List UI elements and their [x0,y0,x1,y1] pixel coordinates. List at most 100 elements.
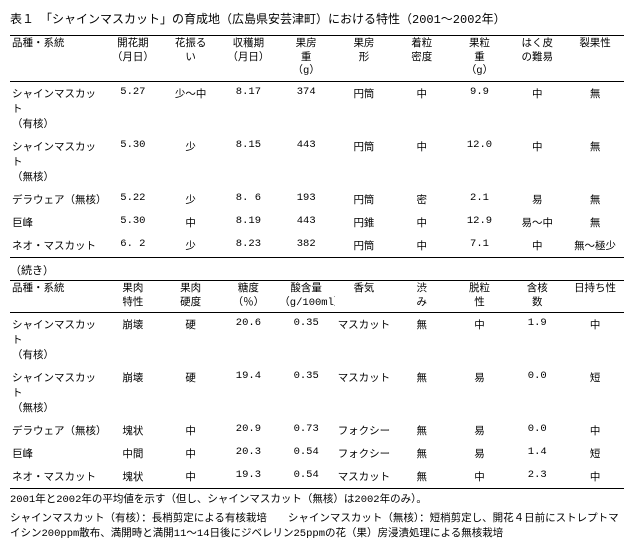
cell: 2.1 [451,188,509,211]
cell: 20.6 [220,313,278,367]
column-header: 裂果性 [566,36,624,82]
cell: 1.4 [508,442,566,465]
cell: 20.9 [220,419,278,442]
cell: 無 [566,135,624,188]
cell: 硬 [162,366,220,419]
variety-name: 巨峰 [10,442,104,465]
cell: 443 [277,135,335,188]
column-header: 果粒重（g） [451,36,509,82]
characteristics-table-1: 品種・系統開花期（月日）花振るい収穫期（月日）果房重（g）果房形着粒密度果粒重（… [10,35,624,258]
cell: 19.4 [220,366,278,419]
cell: 無～極少 [566,234,624,258]
cell: フォクシー [335,419,393,442]
cell: 0.54 [277,465,335,489]
cell: 中 [508,81,566,135]
cell: 5.27 [104,81,162,135]
cell: 易 [451,419,509,442]
cell: 無 [566,81,624,135]
cell: 中 [393,234,451,258]
cell: 少～中 [162,81,220,135]
cell: 19.3 [220,465,278,489]
cell: 8.19 [220,211,278,234]
cell: 中 [162,465,220,489]
cell: 0.0 [508,366,566,419]
cell: 382 [277,234,335,258]
cell: 崩壊 [104,366,162,419]
cell: 中 [508,135,566,188]
cell: 0.0 [508,419,566,442]
table-row: ネオ・マスカット塊状中19.30.54マスカット無中2.3中 [10,465,624,489]
cell: 443 [277,211,335,234]
column-header: 酸含量（g/100ml） [277,280,335,312]
column-header: 着粒密度 [393,36,451,82]
cell: 無 [393,366,451,419]
cell: 193 [277,188,335,211]
cell: 円筒 [335,234,393,258]
cell: 易 [451,366,509,419]
cell: 密 [393,188,451,211]
cell: 硬 [162,313,220,367]
column-header: 脱粒性 [451,280,509,312]
column-header: 花振るい [162,36,220,82]
column-header: 果房形 [335,36,393,82]
cell: 中 [162,442,220,465]
cell: 易 [508,188,566,211]
column-header: 品種・系統 [10,280,104,312]
cell: 0.54 [277,442,335,465]
cell: 円筒 [335,81,393,135]
cell: 374 [277,81,335,135]
cell: 少 [162,188,220,211]
cell: 短 [566,366,624,419]
cell: マスカット [335,313,393,367]
table-row: シャインマスカット（有核）崩壊硬20.60.35マスカット無中1.9中 [10,313,624,367]
cell: 中 [566,465,624,489]
cell: 20.3 [220,442,278,465]
table-row: 巨峰中間中20.30.54フォクシー無易1.4短 [10,442,624,465]
cell: 中間 [104,442,162,465]
table-row: デラウェア（無核）5.22少8. 6193円筒密2.1易無 [10,188,624,211]
cell: 8.17 [220,81,278,135]
cell: 中 [393,211,451,234]
column-header: はく皮の難易 [508,36,566,82]
cell: フォクシー [335,442,393,465]
table-row: シャインマスカット（有核）5.27少～中8.17374円筒中9.9中無 [10,81,624,135]
column-header: 果肉硬度 [162,280,220,312]
footnote-2: シャインマスカット（有核）：長梢剪定による有核栽培 シャインマスカット（無核）：… [10,512,624,541]
column-header: 渋み [393,280,451,312]
cell: 中 [162,211,220,234]
variety-name: ネオ・マスカット [10,465,104,489]
cell: 8.15 [220,135,278,188]
cell: 2.3 [508,465,566,489]
cell: 9.9 [451,81,509,135]
cell: 0.35 [277,366,335,419]
table-row: シャインマスカット（無核）5.30少8.15443円筒中12.0中無 [10,135,624,188]
cell: 易 [451,442,509,465]
table-row: デラウェア（無核）塊状中20.90.73フォクシー無易0.0中 [10,419,624,442]
variety-name: 巨峰 [10,211,104,234]
cell: マスカット [335,465,393,489]
cell: 無 [393,442,451,465]
table-row: 巨峰5.30中8.19443円錐中12.9易～中無 [10,211,624,234]
cell: 5.30 [104,211,162,234]
variety-name: シャインマスカット（有核） [10,313,104,367]
cell: 無 [393,465,451,489]
cell: 5.30 [104,135,162,188]
cell: 中 [393,135,451,188]
cell: 8.23 [220,234,278,258]
cell: 易～中 [508,211,566,234]
cell: 中 [566,313,624,367]
column-header: 収穫期（月日） [220,36,278,82]
variety-name: シャインマスカット（無核） [10,135,104,188]
footnote-1: 2001年と2002年の平均値を示す（但し、シャインマスカット（無核）は2002… [10,493,624,508]
cell: 無 [566,188,624,211]
column-header: 含核数 [508,280,566,312]
cell: 崩壊 [104,313,162,367]
cell: 8. 6 [220,188,278,211]
cell: 5.22 [104,188,162,211]
cell: 中 [566,419,624,442]
continuation-label: （続き） [10,262,624,278]
cell: 中 [508,234,566,258]
cell: 無 [566,211,624,234]
cell: 塊状 [104,419,162,442]
cell: 7.1 [451,234,509,258]
